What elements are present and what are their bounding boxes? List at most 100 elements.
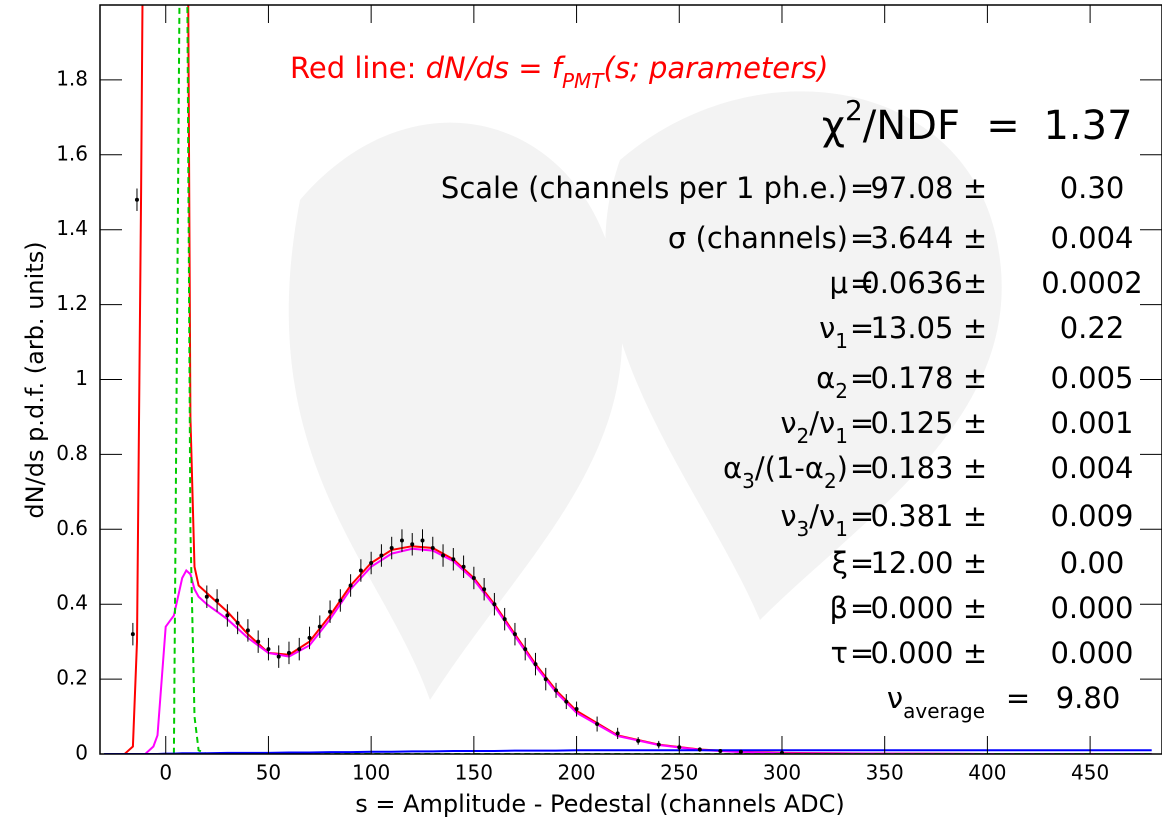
y-tick-label: 0.8 bbox=[56, 441, 88, 465]
y-tick-label: 1.8 bbox=[56, 66, 88, 90]
stat-label-part: α bbox=[723, 451, 742, 485]
stat-pm: ± bbox=[963, 406, 987, 440]
data-point bbox=[738, 749, 743, 754]
x-tick-label: 200 bbox=[557, 761, 595, 785]
data-point bbox=[130, 632, 135, 637]
stat-value: 0.000 bbox=[870, 591, 953, 625]
stat-value: 0.0636 bbox=[861, 266, 962, 300]
x-tick-label: 150 bbox=[455, 761, 493, 785]
data-point bbox=[441, 553, 446, 558]
data-point bbox=[235, 620, 240, 625]
stat-label-part: ξ bbox=[832, 546, 848, 580]
data-point bbox=[338, 598, 343, 603]
x-axis-title: s = Amplitude - Pedestal (channels ADC) bbox=[355, 790, 845, 818]
stat-label-part: χ bbox=[822, 103, 845, 149]
stat-label-part: ν bbox=[780, 499, 796, 533]
stat-error: 0.000 bbox=[1050, 591, 1133, 625]
data-point bbox=[358, 568, 363, 573]
stat-label: α2 bbox=[816, 361, 848, 403]
stat-label-part: ν bbox=[780, 406, 796, 440]
stat-equals: = bbox=[850, 406, 874, 440]
data-point bbox=[471, 575, 476, 580]
x-tick-label: 50 bbox=[256, 761, 281, 785]
data-point bbox=[615, 731, 620, 736]
data-point bbox=[215, 598, 220, 603]
data-point bbox=[482, 587, 487, 592]
data-point bbox=[379, 553, 384, 558]
stat-value: 0.125 bbox=[870, 406, 953, 440]
data-point bbox=[697, 747, 702, 752]
stat-value: 12.00 bbox=[870, 546, 953, 580]
stat-value: 0.381 bbox=[870, 499, 953, 533]
stat-label: τ bbox=[831, 636, 848, 670]
data-point bbox=[636, 738, 641, 743]
y-tick-label: 1 bbox=[75, 366, 88, 390]
stat-label: ν3/ν1 bbox=[780, 499, 848, 541]
stat-error: 0.001 bbox=[1050, 406, 1133, 440]
stat-label-part: 3 bbox=[742, 469, 755, 493]
stat-label: β bbox=[829, 591, 848, 625]
data-point bbox=[399, 538, 404, 543]
data-point bbox=[420, 538, 425, 543]
data-point bbox=[276, 654, 281, 659]
stat-label: ν1 bbox=[819, 311, 848, 353]
stat-value: 9.80 bbox=[1056, 681, 1121, 715]
stat-error: 0.005 bbox=[1050, 361, 1133, 395]
stat-equals: = bbox=[850, 221, 874, 255]
data-point bbox=[389, 546, 394, 551]
data-point bbox=[564, 699, 569, 704]
data-point bbox=[410, 542, 415, 547]
annotation-sub: PMT bbox=[562, 69, 605, 93]
data-point bbox=[204, 594, 209, 599]
data-point bbox=[451, 557, 456, 562]
data-point bbox=[369, 561, 374, 566]
x-tick-label: 0 bbox=[159, 761, 172, 785]
stat-equals: = bbox=[850, 591, 874, 625]
data-point bbox=[134, 197, 139, 202]
data-point bbox=[225, 613, 230, 618]
data-point bbox=[256, 639, 261, 644]
annotation-prefix: Red line: bbox=[290, 51, 426, 85]
y-tick-label: 0 bbox=[75, 741, 88, 765]
y-tick-label: 1.2 bbox=[56, 291, 88, 315]
data-point bbox=[533, 662, 538, 667]
stat-value: 3.644 bbox=[870, 221, 953, 255]
stat-pm: ± bbox=[963, 451, 987, 485]
stat-label-part: β bbox=[829, 591, 848, 625]
stat-pm: ± bbox=[963, 361, 987, 395]
stat-value: 1.37 bbox=[1043, 103, 1132, 149]
y-axis-title: dN/ds p.d.f. (arb. units) bbox=[21, 241, 49, 518]
stat-label: ν2/ν1 bbox=[780, 406, 848, 448]
stat-label-part: 2 bbox=[797, 424, 810, 448]
stat-equals: = bbox=[986, 103, 1020, 149]
stat-value: 0.000 bbox=[870, 636, 953, 670]
data-point bbox=[502, 617, 507, 622]
stat-equals: = bbox=[850, 636, 874, 670]
fit-line bbox=[104, 547, 1152, 754]
y-tick-label: 1.4 bbox=[56, 216, 88, 240]
stat-equals: = bbox=[850, 311, 874, 345]
data-point bbox=[574, 707, 579, 712]
data-point bbox=[430, 546, 435, 551]
watermark bbox=[288, 91, 1002, 700]
fit-line bbox=[104, 749, 1152, 754]
stat-equals: = bbox=[850, 361, 874, 395]
stat-equals: = bbox=[850, 546, 874, 580]
data-point bbox=[492, 602, 497, 607]
stat-label-part: /ν bbox=[809, 499, 835, 533]
stat-label: χ2/NDF bbox=[822, 94, 960, 150]
stat-label-part: /NDF bbox=[863, 103, 960, 149]
stat-label: Scale (channels per 1 ph.e.) bbox=[441, 171, 848, 205]
y-tick-label: 0.4 bbox=[56, 591, 88, 615]
data-point bbox=[328, 609, 333, 614]
stat-label-part: 1 bbox=[835, 329, 848, 353]
stat-label: μ bbox=[830, 266, 848, 300]
annotation: Red line: dN/ds = fPMT(s; parameters) bbox=[290, 51, 828, 93]
stat-pm: ± bbox=[963, 266, 987, 300]
stat-error: 0.009 bbox=[1050, 499, 1133, 533]
data-point bbox=[286, 650, 291, 655]
stat-error: 0.000 bbox=[1050, 636, 1133, 670]
